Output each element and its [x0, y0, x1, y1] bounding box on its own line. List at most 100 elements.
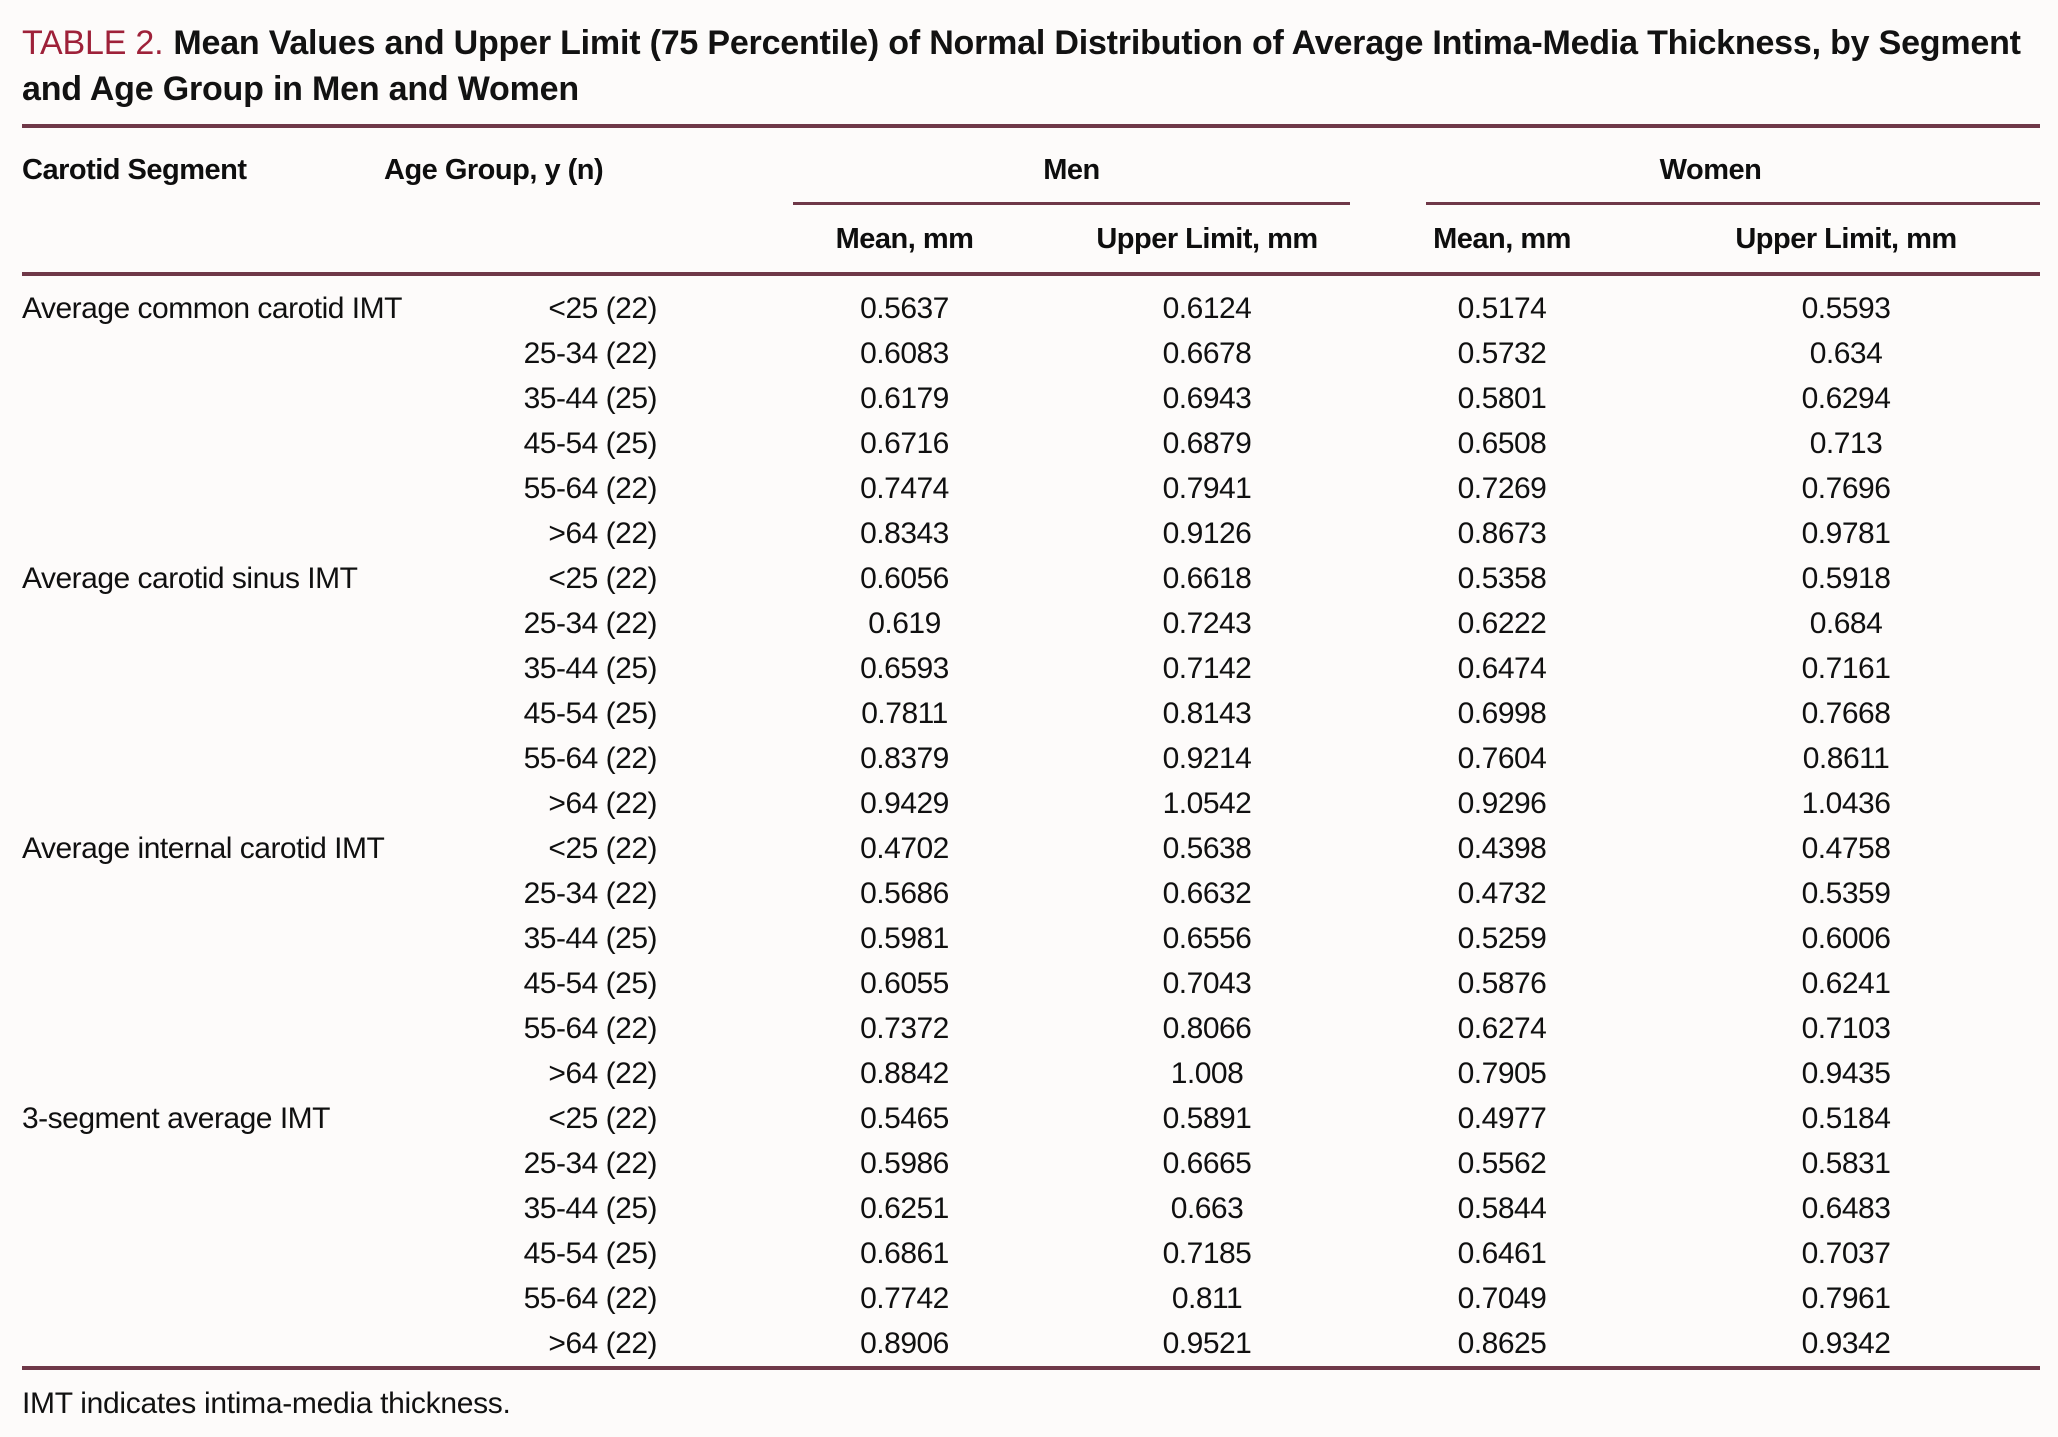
women-upper-cell: 0.634	[1809, 337, 1883, 370]
table-row: >64 (22) 0.8906 0.9521 0.8625 0.9342	[22, 1321, 2040, 1368]
age-cell: 35-44 (25)	[523, 1192, 658, 1225]
women-mean-cell: 0.5174	[1457, 292, 1547, 325]
men-mean-cell: 0.7372	[860, 1012, 949, 1045]
segment-cell: 3-segment average IMT	[22, 1102, 330, 1135]
segment-cell: Average common carotid IMT	[22, 292, 402, 325]
col-group-men: Men	[657, 126, 1357, 205]
men-group-label: Men	[1043, 154, 1100, 186]
women-group-label: Women	[1659, 154, 1762, 186]
women-mean-cell: 0.5259	[1457, 922, 1547, 955]
col-header-women-mean: Mean, mm	[1433, 223, 1571, 255]
segment-cell	[22, 646, 382, 691]
age-cell: 25-34 (22)	[523, 337, 658, 370]
age-cell: <25 (22)	[548, 562, 657, 595]
men-upper-cell: 0.6556	[1162, 922, 1252, 955]
men-mean-cell: 0.6861	[860, 1237, 949, 1270]
women-mean-cell: 0.5358	[1457, 562, 1547, 595]
women-mean-cell: 0.6222	[1457, 607, 1547, 640]
table-title: TABLE 2. Mean Values and Upper Limit (75 …	[22, 20, 2040, 112]
women-upper-cell: 0.9435	[1801, 1057, 1891, 1090]
men-upper-cell: 1.008	[1170, 1057, 1244, 1090]
women-mean-cell: 0.5562	[1457, 1147, 1547, 1180]
men-upper-cell: 0.9214	[1162, 742, 1252, 775]
table-header: Carotid Segment Age Group, y (n) Men Wom…	[22, 126, 2041, 274]
women-mean-cell: 0.5844	[1457, 1192, 1547, 1225]
age-cell: 55-64 (22)	[523, 1282, 658, 1315]
table-row: 25-34 (22) 0.619 0.7243 0.6222 0.684	[22, 601, 2040, 646]
women-mean-cell: 0.8673	[1457, 517, 1547, 550]
col-header-carotid-segment: Carotid Segment	[22, 154, 247, 186]
table-row: 35-44 (25) 0.6593 0.7142 0.6474 0.7161	[22, 646, 2040, 691]
men-mean-cell: 0.8842	[860, 1057, 949, 1090]
segment-cell	[22, 691, 382, 736]
women-upper-cell: 0.6483	[1801, 1192, 1891, 1225]
men-mean-cell: 0.4702	[860, 832, 949, 865]
table-row: 55-64 (22) 0.8379 0.9214 0.7604 0.8611	[22, 736, 2040, 781]
segment-cell	[22, 736, 382, 781]
men-upper-cell: 0.7142	[1162, 652, 1252, 685]
age-cell: 45-54 (25)	[523, 697, 658, 730]
segment-cell	[22, 1321, 382, 1368]
table-row: Average internal carotid IMT <25 (22) 0.47…	[22, 826, 2040, 871]
men-mean-cell: 0.5686	[860, 877, 949, 910]
women-upper-cell: 0.6294	[1801, 382, 1891, 415]
table-row: Average common carotid IMT <25 (22) 0.5637…	[22, 274, 2040, 331]
men-mean-cell: 0.5465	[860, 1102, 949, 1135]
header-row-groups: Carotid Segment Age Group, y (n) Men Wom…	[22, 126, 2041, 205]
segment-cell	[22, 376, 382, 421]
age-cell: 55-64 (22)	[523, 1012, 658, 1045]
women-upper-cell: 0.8611	[1802, 742, 1890, 775]
men-upper-cell: 0.811	[1171, 1282, 1243, 1315]
segment-cell	[22, 1276, 382, 1321]
segment-cell	[22, 1006, 382, 1051]
segment-cell	[22, 331, 382, 376]
men-mean-cell: 0.7474	[860, 472, 949, 505]
women-upper-cell: 0.6241	[1801, 967, 1891, 1000]
men-mean-cell: 0.7742	[860, 1282, 949, 1315]
women-mean-cell: 0.7269	[1457, 472, 1547, 505]
segment-cell	[22, 601, 382, 646]
women-mean-cell: 0.7049	[1457, 1282, 1547, 1315]
women-upper-cell: 0.713	[1809, 427, 1883, 460]
men-mean-cell: 0.5637	[860, 292, 949, 325]
segment-cell	[22, 916, 382, 961]
table-row: >64 (22) 0.9429 1.0542 0.9296 1.0436	[22, 781, 2040, 826]
table-row: >64 (22) 0.8343 0.9126 0.8673 0.9781	[22, 511, 2040, 556]
age-cell: 35-44 (25)	[523, 382, 658, 415]
men-upper-cell: 0.6618	[1162, 562, 1252, 595]
segment-cell	[22, 1051, 382, 1096]
age-cell: 35-44 (25)	[523, 922, 658, 955]
women-mean-cell: 0.6998	[1457, 697, 1547, 730]
men-upper-cell: 1.0542	[1162, 787, 1252, 820]
women-mean-cell: 0.4977	[1457, 1102, 1547, 1135]
segment-cell	[22, 421, 382, 466]
table-row: >64 (22) 0.8842 1.008 0.7905 0.9435	[22, 1051, 2040, 1096]
age-cell: 45-54 (25)	[523, 1237, 658, 1270]
age-cell: 25-34 (22)	[523, 877, 658, 910]
age-cell: 35-44 (25)	[523, 652, 658, 685]
men-mean-cell: 0.8906	[860, 1327, 949, 1360]
age-cell: >64 (22)	[548, 517, 657, 550]
women-upper-cell: 0.7037	[1801, 1237, 1891, 1270]
col-header-men-mean: Mean, mm	[835, 223, 974, 255]
table-body: Average common carotid IMT <25 (22) 0.5637…	[22, 274, 2040, 1368]
men-upper-cell: 0.8143	[1162, 697, 1252, 730]
women-group-underline: Women	[1426, 154, 2041, 205]
men-upper-cell: 0.6665	[1162, 1147, 1252, 1180]
men-group-underline: Men	[793, 154, 1350, 205]
men-upper-cell: 0.6632	[1162, 877, 1252, 910]
women-upper-cell: 0.7161	[1801, 652, 1891, 685]
women-mean-cell: 0.5732	[1457, 337, 1547, 370]
women-upper-cell: 0.684	[1809, 607, 1883, 640]
women-mean-cell: 0.9296	[1457, 787, 1547, 820]
men-upper-cell: 0.5891	[1162, 1102, 1252, 1135]
table-row: 35-44 (25) 0.5981 0.6556 0.5259 0.6006	[22, 916, 2040, 961]
women-upper-cell: 0.7668	[1801, 697, 1891, 730]
age-cell: 45-54 (25)	[523, 967, 658, 1000]
men-mean-cell: 0.5981	[860, 922, 949, 955]
women-upper-cell: 0.4758	[1801, 832, 1891, 865]
segment-cell	[22, 1186, 382, 1231]
men-upper-cell: 0.9126	[1162, 517, 1252, 550]
segment-cell	[22, 466, 382, 511]
